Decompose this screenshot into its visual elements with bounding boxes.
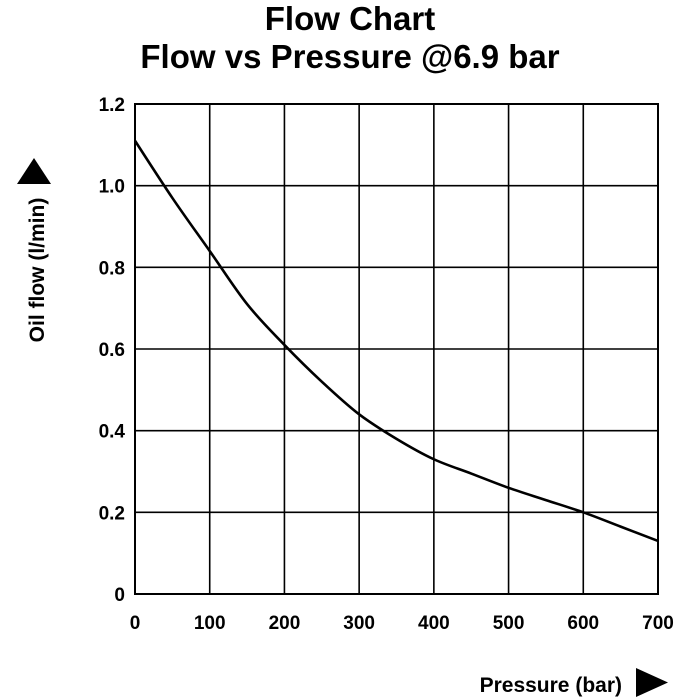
y-tick-label: 1.2 <box>99 95 125 116</box>
chart-title: Flow Chart <box>264 0 436 37</box>
x-tick-label: 100 <box>194 613 226 634</box>
chart-title-block: Flow Chart Flow vs Pressure @6.9 bar <box>0 0 700 76</box>
y-tick-label: 0.2 <box>99 503 125 524</box>
y-tick-label: 0.8 <box>99 258 125 279</box>
x-tick-label: 600 <box>567 613 599 634</box>
x-tick-label: 300 <box>343 613 375 634</box>
y-tick-label: 1.0 <box>99 177 125 198</box>
plot-frame <box>134 103 659 595</box>
x-tick-label: 500 <box>493 613 525 634</box>
x-tick-label: 0 <box>130 613 141 634</box>
x-tick-label: 200 <box>269 613 301 634</box>
x-tick-label: 400 <box>418 613 450 634</box>
y-axis-arrow-icon <box>17 158 51 184</box>
series-group <box>133 140 659 543</box>
y-tick-label: 0 <box>114 585 125 606</box>
x-tick-labels: 0 100 200 300 400 500 600 700 <box>130 613 674 634</box>
series-line <box>133 140 659 543</box>
chart-subtitle: Flow vs Pressure @6.9 bar <box>140 38 560 75</box>
y-tick-label: 0.6 <box>99 340 125 361</box>
y-tick-label: 0.4 <box>99 422 126 443</box>
x-axis-arrow-icon <box>636 668 668 697</box>
x-axis-label: Pressure (bar) <box>480 674 622 697</box>
y-axis-label: Oil flow (l/min) <box>26 198 49 343</box>
y-tick-labels: 0 0.2 0.4 0.6 0.8 1.0 1.2 <box>99 95 126 606</box>
x-tick-label: 700 <box>642 613 674 634</box>
grid <box>134 103 659 595</box>
